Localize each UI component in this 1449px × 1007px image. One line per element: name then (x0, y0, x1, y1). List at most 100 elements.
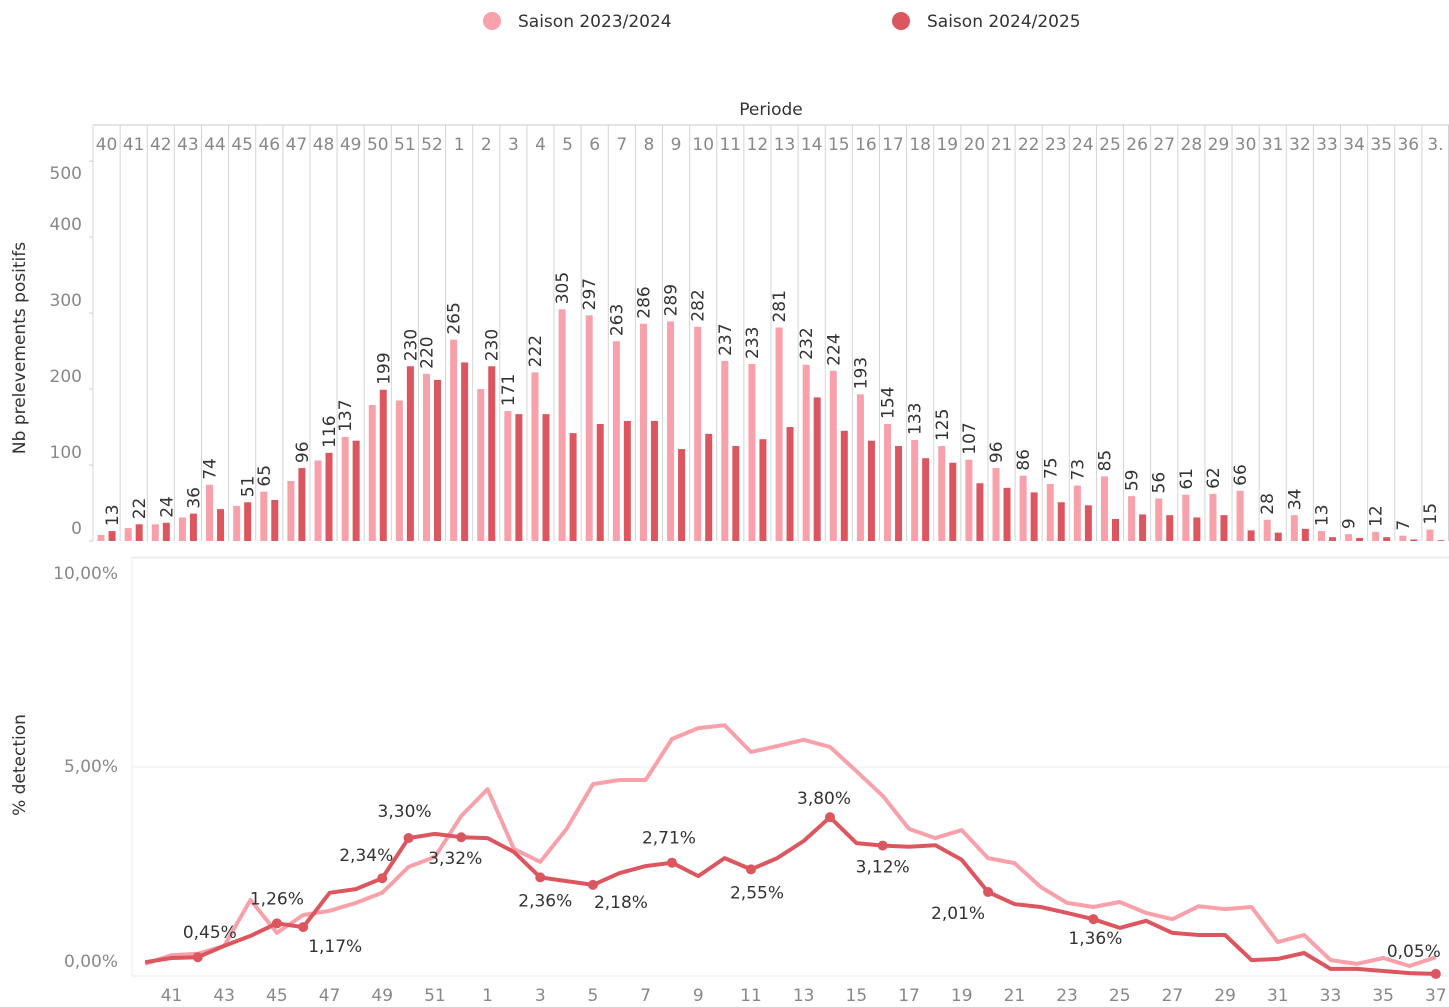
data-label: 171 (499, 374, 519, 406)
legend-marker (892, 12, 910, 30)
bar (1263, 519, 1271, 541)
x-tick-label: 14 (801, 135, 823, 155)
x-tick-label: 20 (964, 135, 986, 155)
bar (97, 534, 105, 541)
data-label: 1,17% (308, 937, 362, 957)
data-label: 28 (1258, 493, 1278, 515)
data-label: 2,01% (931, 904, 985, 924)
x-tick-label: 48 (313, 135, 335, 155)
data-label: 3,12% (856, 858, 910, 878)
x-tick-label: 35 (1370, 135, 1392, 155)
bar (1101, 476, 1108, 541)
x-tick-label: 36 (1397, 135, 1419, 155)
data-label: 230 (483, 329, 503, 361)
x-tick-label: 25 (1099, 135, 1121, 155)
bar (895, 446, 903, 541)
data-label: 3,80% (797, 789, 851, 809)
x-tick-label: 5 (562, 135, 573, 155)
point (877, 840, 888, 851)
bar (325, 452, 333, 541)
bar (1073, 485, 1081, 541)
x-tick-label: 51 (424, 986, 446, 1006)
x-tick-label: 44 (204, 135, 226, 155)
data-label: 282 (689, 289, 709, 321)
bar (406, 366, 414, 541)
x-tick-label: 1 (454, 135, 465, 155)
data-label: 193 (851, 357, 871, 389)
data-label: 51 (239, 476, 259, 498)
bar (558, 309, 566, 541)
data-label: 133 (906, 402, 926, 434)
x-tick-label: 32 (1289, 135, 1311, 155)
x-tick-label: 10 (692, 135, 714, 155)
bar (108, 531, 116, 541)
bar (515, 414, 523, 541)
data-label: 2,34% (339, 846, 393, 866)
bar (569, 433, 577, 541)
bar (1356, 537, 1364, 541)
bar (260, 491, 268, 541)
series-line (144, 815, 1436, 976)
bar (840, 430, 848, 541)
data-label: 24 (157, 496, 177, 518)
x-tick-label: 4 (535, 135, 546, 155)
bar (884, 423, 892, 541)
x-tick-label: 21 (1004, 986, 1026, 1006)
data-label: 22 (130, 498, 150, 520)
bar (596, 423, 604, 541)
legend-marker (483, 12, 501, 30)
x-tick-label: 16 (855, 135, 877, 155)
data-label: 59 (1123, 470, 1143, 492)
bar (271, 499, 279, 541)
bar (1345, 534, 1353, 541)
data-label: 289 (662, 284, 682, 316)
y-tick-label: 0 (71, 519, 82, 539)
point (535, 872, 546, 883)
x-tick-label: 40 (96, 135, 118, 155)
point (1088, 914, 1099, 925)
bar (1128, 496, 1136, 541)
y-tick-label: 400 (50, 215, 82, 235)
bar (352, 440, 360, 541)
x-tick-label: 43 (177, 135, 199, 155)
bar (694, 326, 702, 541)
bar (151, 524, 159, 541)
bar (450, 339, 458, 541)
bar (244, 502, 252, 541)
data-label: 1,36% (1068, 929, 1122, 949)
bar (721, 360, 729, 541)
point (377, 873, 388, 884)
data-label: 263 (607, 304, 627, 336)
x-tick-label: 35 (1372, 986, 1394, 1006)
x-tick-label: 19 (951, 986, 973, 1006)
legend-label: Saison 2023/2024 (518, 12, 672, 32)
x-tick-label: 50 (367, 135, 389, 155)
bar (813, 397, 821, 541)
x-tick-label: 21 (991, 135, 1013, 155)
x-tick-label: 29 (1214, 986, 1236, 1006)
point (983, 886, 994, 897)
bar (1301, 528, 1309, 541)
point (1430, 968, 1441, 979)
x-tick-label: 30 (1235, 135, 1257, 155)
data-label: 2,71% (642, 829, 696, 849)
bar (298, 468, 306, 541)
x-tick-label: 49 (340, 135, 362, 155)
data-label: 85 (1096, 450, 1116, 472)
bar (829, 370, 837, 541)
bar (395, 400, 403, 541)
bar (1236, 490, 1244, 541)
bar (802, 364, 810, 541)
y-tick-label: 10,00% (53, 564, 118, 584)
data-label: 230 (401, 329, 421, 361)
point (403, 833, 414, 844)
data-label: 107 (960, 422, 980, 454)
bar (368, 405, 376, 541)
point (271, 918, 282, 929)
data-label: 66 (1231, 464, 1251, 486)
x-tick-label: 31 (1267, 986, 1289, 1006)
x-tick-label: 12 (747, 135, 769, 155)
x-tick-label: 5 (588, 986, 599, 1006)
x-tick-label: 1 (482, 986, 493, 1006)
